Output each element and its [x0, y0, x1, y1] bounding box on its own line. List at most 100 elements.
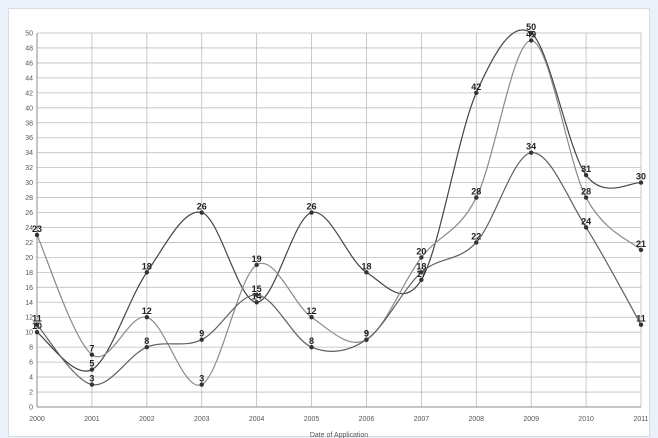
series-line-1	[36, 29, 642, 372]
data-point	[583, 195, 589, 200]
data-point	[474, 90, 479, 96]
data-point	[34, 232, 40, 238]
y-tick-label: 26	[25, 210, 33, 217]
data-point	[474, 240, 479, 245]
data-point	[528, 30, 534, 36]
data-label: 26	[307, 202, 317, 212]
data-point	[89, 352, 95, 357]
data-label: 11	[636, 314, 646, 324]
y-tick-label: 0	[29, 405, 33, 412]
y-tick-label: 20	[25, 255, 33, 262]
y-tick-label: 24	[25, 225, 33, 232]
y-tick-label: 40	[25, 105, 33, 112]
y-tick-label: 12	[25, 315, 33, 322]
data-label: 30	[636, 172, 646, 182]
data-label: 8	[144, 336, 149, 346]
data-point	[638, 247, 644, 253]
line-chart: 0246810121416182022242628303234363840424…	[25, 22, 648, 438]
x-tick-label: 2001	[84, 416, 100, 423]
data-label: 24	[581, 216, 591, 226]
data-point	[364, 270, 369, 275]
data-label: 3	[199, 374, 204, 384]
x-axis-title: Date of Application	[310, 432, 368, 438]
data-label: 11	[32, 314, 42, 324]
x-tick-label: 2007	[414, 416, 430, 423]
data-point	[89, 367, 95, 372]
data-point	[364, 337, 369, 342]
y-tick-label: 4	[29, 375, 33, 382]
data-label: 34	[526, 142, 536, 152]
data-point	[309, 210, 314, 215]
y-tick-label: 38	[25, 120, 33, 127]
data-label: 12	[307, 306, 317, 316]
data-point	[144, 344, 150, 350]
data-label: 19	[252, 254, 262, 264]
data-point	[583, 172, 589, 178]
y-tick-label: 34	[25, 150, 33, 157]
x-tick-label: 2006	[359, 416, 375, 423]
y-tick-label: 46	[25, 60, 33, 67]
data-label: 9	[364, 329, 369, 339]
y-tick-label: 48	[25, 45, 33, 52]
data-label: 49	[526, 29, 536, 39]
data-point	[309, 344, 314, 350]
data-point	[199, 382, 204, 387]
x-tick-label: 2000	[29, 416, 45, 423]
data-point	[254, 262, 259, 268]
data-point	[528, 38, 534, 43]
y-tick-label: 8	[29, 345, 33, 352]
data-label: 20	[416, 246, 426, 256]
data-point	[474, 195, 479, 200]
data-point	[583, 225, 589, 230]
data-label: 9	[199, 329, 204, 339]
y-tick-label: 44	[25, 75, 33, 82]
data-point	[638, 322, 644, 327]
data-label: 18	[361, 261, 371, 271]
x-tick-label: 2008	[468, 416, 484, 423]
series-line-3	[36, 152, 642, 386]
y-tick-label: 36	[25, 135, 33, 142]
x-tick-label: 2004	[249, 416, 265, 423]
y-tick-label: 28	[25, 195, 33, 202]
data-label: 31	[581, 164, 591, 174]
series-line-2	[36, 39, 642, 386]
data-point	[528, 150, 534, 155]
data-point	[419, 255, 424, 260]
data-point	[638, 180, 644, 185]
y-tick-label: 14	[25, 300, 33, 307]
y-tick-label: 30	[25, 180, 33, 187]
data-point	[89, 382, 95, 387]
data-label: 22	[471, 231, 481, 241]
data-label: 23	[32, 224, 42, 234]
x-tick-label: 2002	[139, 416, 155, 423]
data-label: 28	[471, 187, 481, 197]
y-tick-label: 2	[29, 390, 33, 397]
data-label: 28	[581, 187, 591, 197]
data-label: 8	[309, 336, 314, 346]
data-point	[309, 315, 314, 320]
data-label: 3	[89, 374, 94, 384]
data-point	[144, 270, 150, 275]
data-label: 12	[142, 306, 152, 316]
data-label: 15	[252, 284, 262, 294]
data-label: 50	[526, 22, 536, 32]
y-tick-label: 22	[25, 240, 33, 247]
y-tick-label: 42	[25, 90, 33, 97]
data-label: 5	[89, 359, 94, 369]
chart-frame: 0 2 4 6 8 10 12 14 16 18 20 22 24 26 28 30 32 34 36 38 40 42 4…	[8, 8, 650, 438]
x-tick-label: 2010	[578, 416, 594, 423]
data-label: 21	[636, 239, 646, 249]
data-point	[199, 337, 204, 342]
y-tick-label: 6	[29, 360, 33, 367]
x-tick-label: 2011	[633, 416, 648, 423]
data-label: 42	[471, 82, 481, 92]
data-point	[144, 315, 150, 320]
y-tick-label: 50	[25, 31, 33, 38]
x-tick-label: 2005	[304, 416, 320, 423]
data-point	[419, 277, 424, 283]
data-label: 26	[197, 202, 207, 212]
data-point	[34, 322, 40, 327]
y-tick-label: 32	[25, 165, 33, 172]
y-tick-label: 18	[25, 270, 33, 277]
data-label: 18	[416, 261, 426, 271]
